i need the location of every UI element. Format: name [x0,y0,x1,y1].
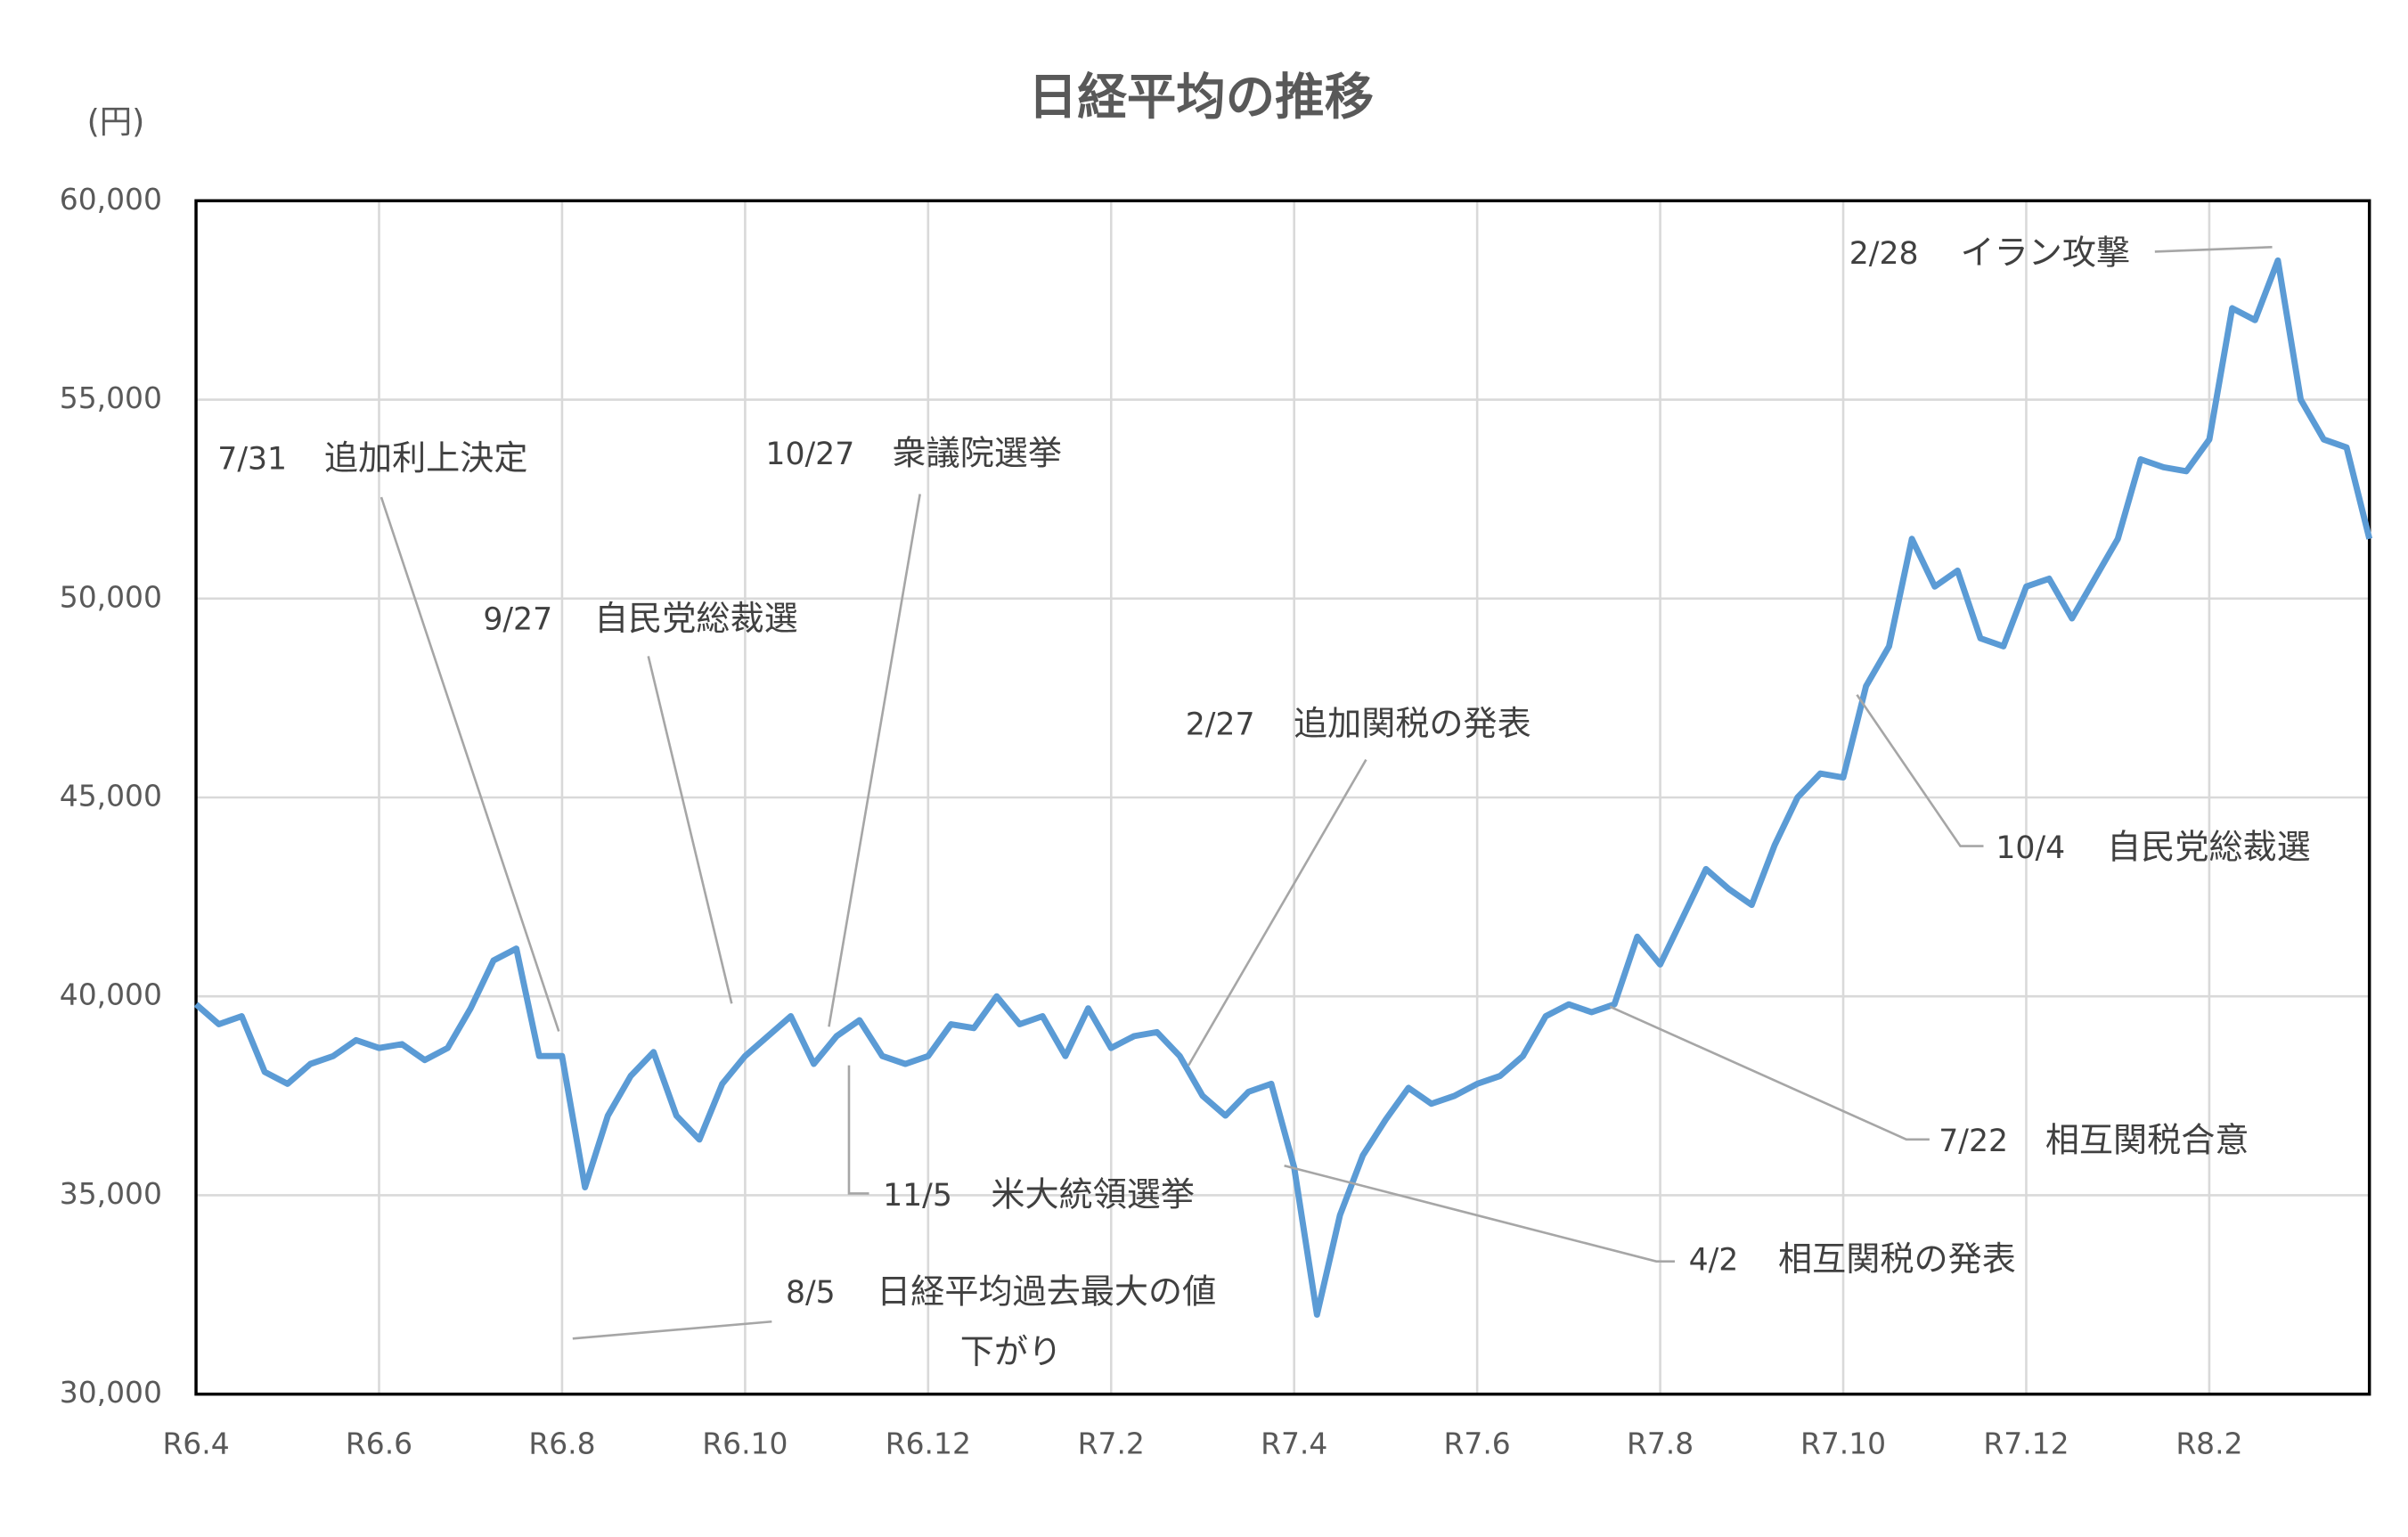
annotation-date: 11/5 [883,1178,952,1214]
annotation-date: 10/4 [1996,830,2065,866]
x-tick-label: R6.12 [886,1426,971,1460]
annotation-date: 7/22 [1939,1124,2008,1159]
annotation-text: 米大統領選挙 [991,1174,1195,1214]
annotation-text: 相互関税の発表 [1778,1239,2016,1279]
annotation-leader [647,656,733,1004]
annotation-text: 追加利上決定 [324,438,528,478]
annotation-text: 下がり [960,1332,1062,1371]
y-tick-label: 55,000 [60,380,162,415]
x-tick-label: R7.4 [1261,1426,1327,1460]
annotation-leader [1609,1005,1930,1141]
annotation-leader [380,496,560,1032]
annotation-leader [1188,758,1367,1067]
x-tick-label: R7.8 [1627,1426,1694,1460]
y-tick-label: 50,000 [60,579,162,614]
x-tick-label: R7.2 [1078,1426,1145,1460]
annotation-date: 2/28 [1849,236,1919,272]
annotation-leader [1856,694,1984,847]
annotation-date: 8/5 [786,1275,836,1311]
y-tick-label: 40,000 [60,977,162,1012]
annotation-date: 4/2 [1689,1243,1739,1279]
x-tick-label: R7.10 [1800,1426,1886,1460]
price-line [193,257,2373,1318]
annotation-leader [847,1065,869,1195]
y-tick-label: 45,000 [60,778,162,813]
plot-frame [194,199,2371,1396]
y-tick-label: 30,000 [60,1375,162,1410]
annotation-leader [828,494,921,1027]
x-tick-label: R6.10 [702,1426,788,1460]
annotation-leader [2154,245,2273,253]
y-tick-label: 60,000 [60,182,162,217]
x-tick-label: R7.6 [1444,1426,1511,1460]
annotation-text: 日経平均過去最大の値 [877,1272,1216,1312]
annotation-text: 相互関税合意 [2045,1121,2249,1160]
y-unit-label: (円) [87,102,145,141]
annotation-date: 9/27 [483,602,552,638]
x-tick-label: R6.8 [528,1426,595,1460]
x-tick-label: R8.2 [2175,1426,2242,1460]
x-tick-label: R6.4 [162,1426,229,1460]
annotation-date: 2/27 [1186,707,1255,742]
annotation-text: 自民党総裁選 [594,599,798,638]
x-tick-label: R6.6 [346,1426,412,1460]
annotation-date: 7/31 [217,441,287,477]
annotation-leader [1284,1164,1675,1263]
annotation-leader [572,1320,772,1340]
annotation-text: イラン攻撃 [1961,233,2131,272]
annotation-text: 自民党総裁選 [2107,828,2311,867]
annotation-text: 追加関税の発表 [1294,704,1531,743]
x-tick-label: R7.12 [1983,1426,2069,1460]
y-tick-label: 35,000 [60,1176,162,1211]
chart-title: 日経平均の推移 [1028,69,1374,127]
annotation-date: 10/27 [765,437,854,472]
annotation-text: 衆議院選挙 [892,434,1062,473]
